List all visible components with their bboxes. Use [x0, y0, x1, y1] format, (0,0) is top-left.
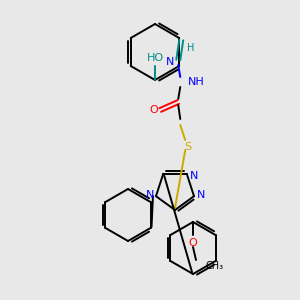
- Text: HO: HO: [146, 53, 164, 63]
- Text: N: N: [146, 190, 154, 200]
- Text: S: S: [185, 142, 192, 152]
- Text: N: N: [166, 57, 174, 67]
- Text: N: N: [197, 190, 205, 200]
- Text: CH₃: CH₃: [205, 261, 223, 271]
- Text: NH: NH: [188, 77, 205, 87]
- Text: O: O: [150, 105, 159, 115]
- Text: O: O: [189, 238, 197, 248]
- Text: H: H: [187, 43, 194, 53]
- Text: N: N: [190, 171, 198, 181]
